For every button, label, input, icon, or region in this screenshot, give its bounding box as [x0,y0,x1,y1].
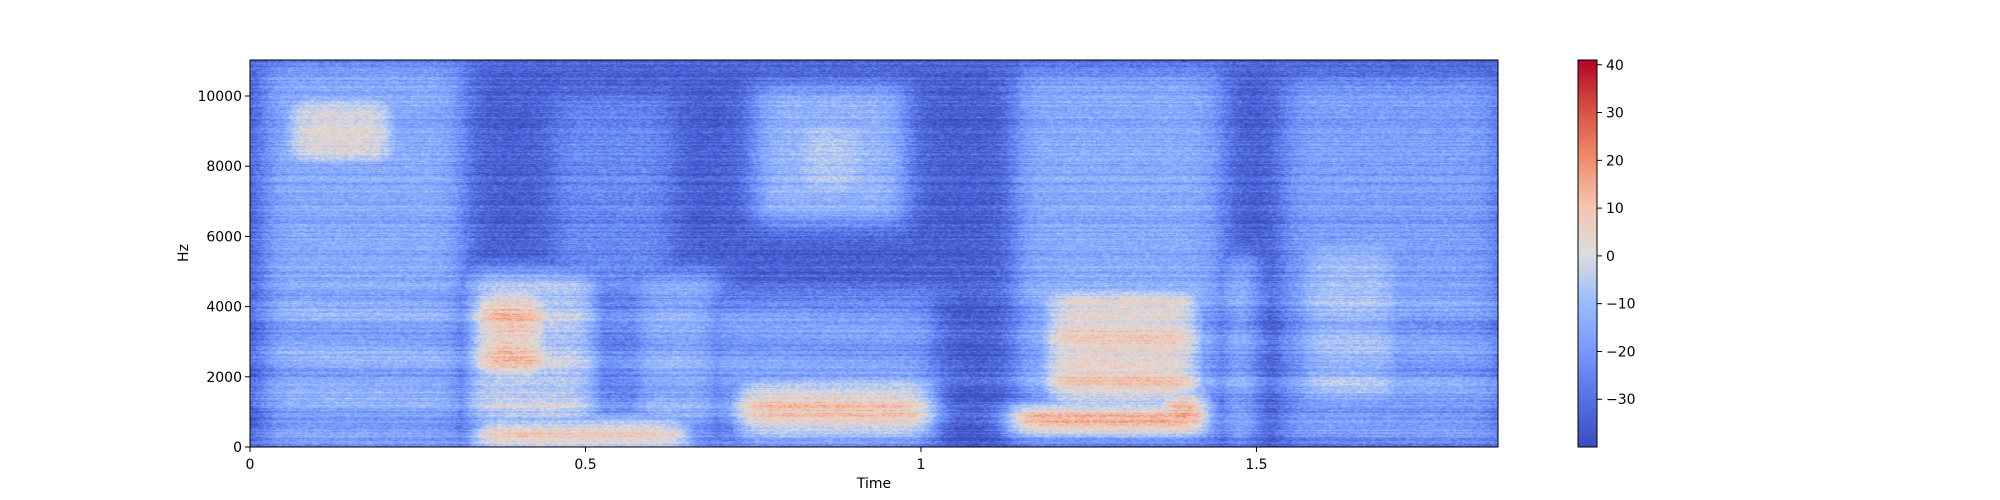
y-tick-label: 0 [233,440,242,456]
colorbar-tick-label: −20 [1606,344,1636,360]
y-axis: 0 2000 4000 6000 8000 10000 [197,89,250,456]
colorbar-ticks: 40 30 20 10 0 −10 −20 −30 [1597,58,1636,408]
colorbar-tick-label: 10 [1606,201,1624,217]
y-tick-label: 10000 [197,89,242,105]
spectrogram-image [250,60,1498,447]
colorbar-tick-label: 20 [1606,153,1624,169]
plot-frame [249,59,1499,448]
colorbar-frame [1577,59,1598,448]
y-tick-label: 2000 [206,370,242,386]
x-tick-label: 0.5 [574,457,596,473]
x-tick-label: 0 [246,457,255,473]
x-tick-label: 1 [917,457,926,473]
x-tick-label: 1.5 [1245,457,1267,473]
colorbar-tick-label: 30 [1606,106,1624,122]
colorbar: 40 30 20 10 0 −10 −20 −30 [1577,58,1636,448]
colorbar-tick-label: −30 [1606,392,1636,408]
x-axis: 0 0.5 1 1.5 [246,447,1268,473]
colorbar-tick-label: 0 [1606,249,1615,265]
colorbar-tick-label: 40 [1606,58,1624,74]
y-tick-label: 4000 [206,300,242,316]
plot-area [249,59,1499,448]
y-tick-label: 8000 [206,159,242,175]
x-axis-label: Time [856,476,891,492]
y-axis-label: Hz [176,244,192,262]
colorbar-gradient [1578,60,1597,447]
colorbar-tick-label: −10 [1606,297,1636,313]
y-tick-label: 6000 [206,229,242,245]
